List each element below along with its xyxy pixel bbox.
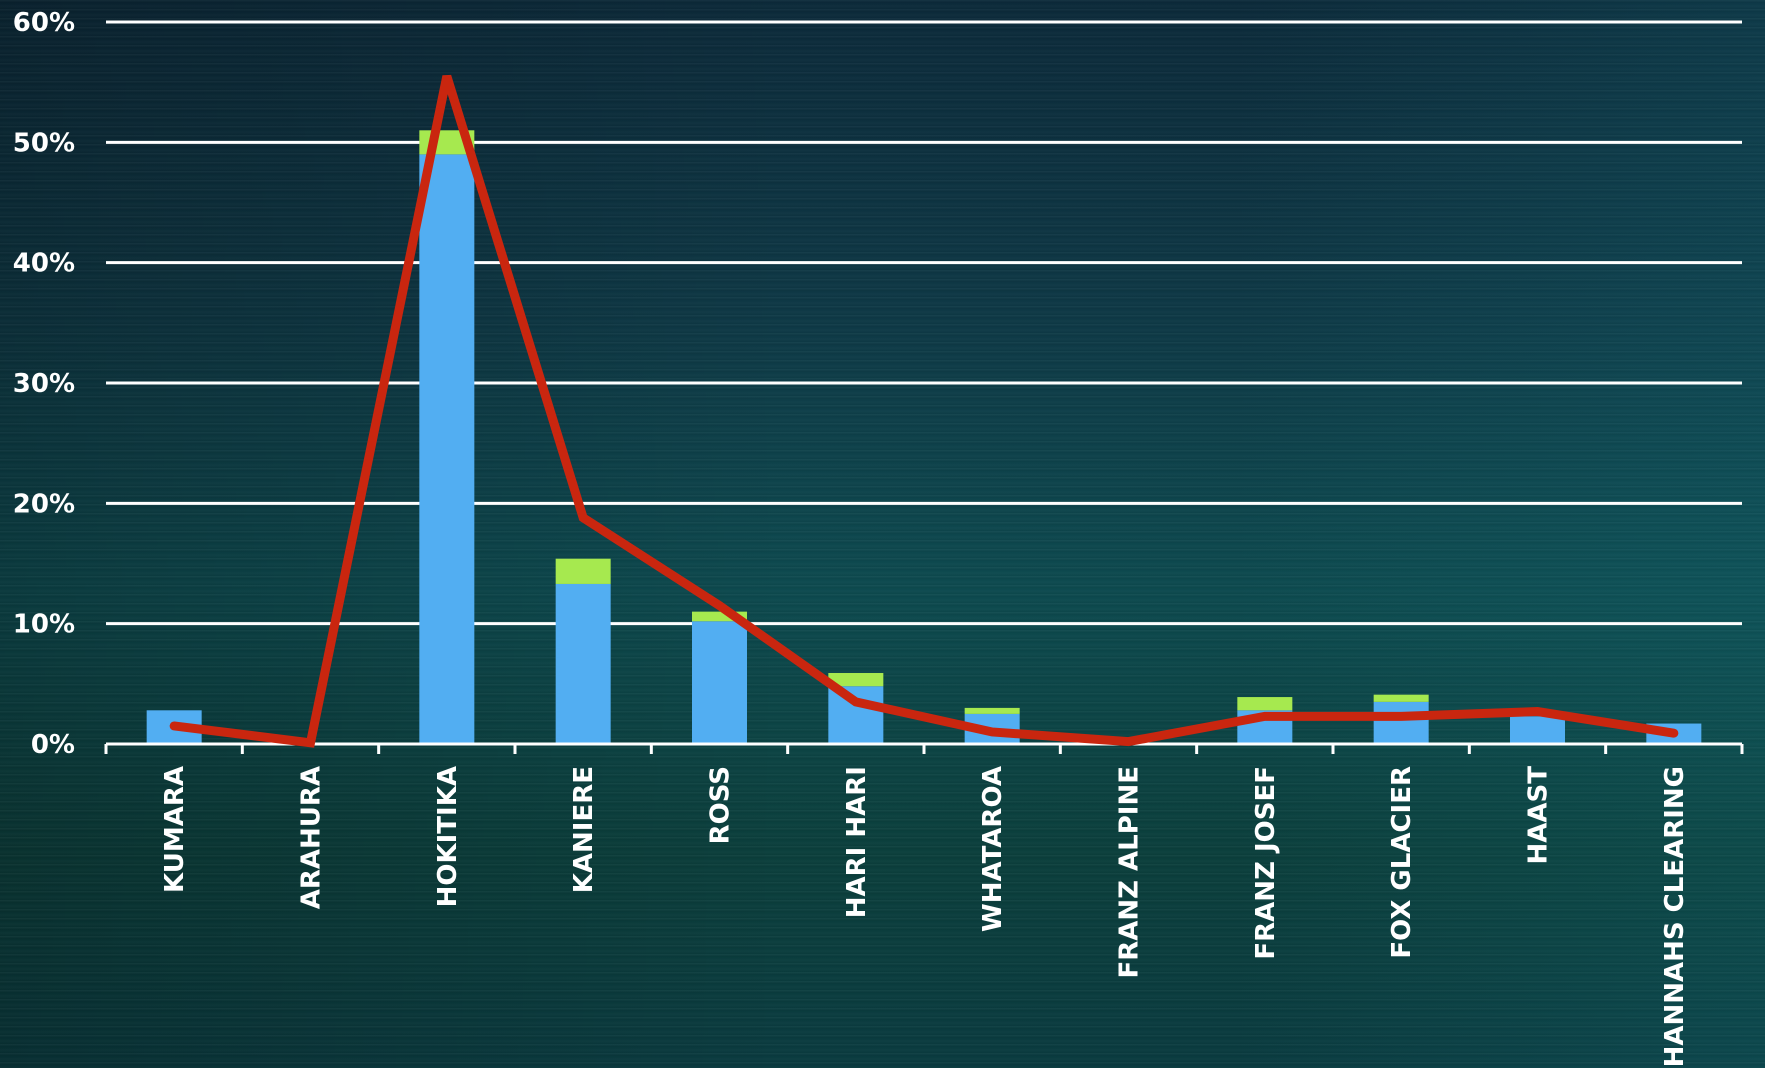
bar-segment-green xyxy=(555,558,611,584)
line-point xyxy=(173,725,175,727)
bars xyxy=(146,130,1702,744)
line-point xyxy=(310,742,311,744)
line-point xyxy=(582,517,584,519)
x-tick-label: HARI HARI xyxy=(842,766,872,918)
line-point xyxy=(1400,715,1402,717)
bar-segment-green xyxy=(828,673,884,687)
bar-segment-blue xyxy=(555,583,611,744)
bar-segment-blue xyxy=(1373,701,1429,744)
x-tick-label: HOKITIKA xyxy=(433,766,463,907)
y-tick-label: 60% xyxy=(13,8,75,38)
y-tick-label: 10% xyxy=(13,610,75,640)
x-tick-label: ROSS xyxy=(706,766,736,844)
gridlines xyxy=(106,20,1742,626)
line-point xyxy=(991,731,993,733)
y-tick-label: 40% xyxy=(13,249,75,279)
x-axis xyxy=(104,742,1744,754)
bar-segment-blue xyxy=(828,686,884,744)
x-tick-labels: KUMARA ARAHURA HOKITIKA KANIERE ROSS HARI HAR… xyxy=(160,766,1690,1068)
y-tick-label: 0% xyxy=(31,730,75,760)
line-series-path xyxy=(169,74,1679,748)
bar-segment-blue xyxy=(419,154,475,744)
y-tick-labels: 0% 10% 20% 30% 40% 50% 60% xyxy=(13,8,75,760)
line-series xyxy=(169,74,1679,748)
x-tick-label: ARAHURA xyxy=(297,766,327,909)
bar-segment-blue xyxy=(692,621,747,744)
y-tick-label: 50% xyxy=(13,128,75,158)
bar-segment-green xyxy=(1373,694,1429,702)
bar-segment-green xyxy=(692,611,747,622)
line-point xyxy=(1264,715,1266,717)
x-tick-label: FRANZ ALPINE xyxy=(1115,766,1145,979)
x-tick-label: KANIERE xyxy=(569,766,599,893)
x-tick-label: KUMARA xyxy=(160,766,190,893)
bar-segment-blue xyxy=(1510,716,1565,744)
line-point xyxy=(855,701,857,703)
line-point xyxy=(446,75,448,77)
x-tick-label: HAAST xyxy=(1524,766,1554,865)
x-tick-label: FRANZ JOSEF xyxy=(1251,766,1281,960)
bar-segment-green xyxy=(964,707,1020,714)
x-tick-label: HANNAHS CLEARING xyxy=(1660,766,1690,1067)
bar-segment-green xyxy=(1237,697,1293,711)
line-point xyxy=(719,605,720,607)
y-tick-label: 20% xyxy=(13,489,75,519)
line-point xyxy=(1537,711,1538,713)
line-point xyxy=(1673,732,1675,734)
x-tick-label: FOX GLACIER xyxy=(1387,766,1417,959)
y-tick-label: 30% xyxy=(13,369,75,399)
line-point xyxy=(1128,741,1129,743)
x-tick-label: WHATAROA xyxy=(978,766,1008,932)
